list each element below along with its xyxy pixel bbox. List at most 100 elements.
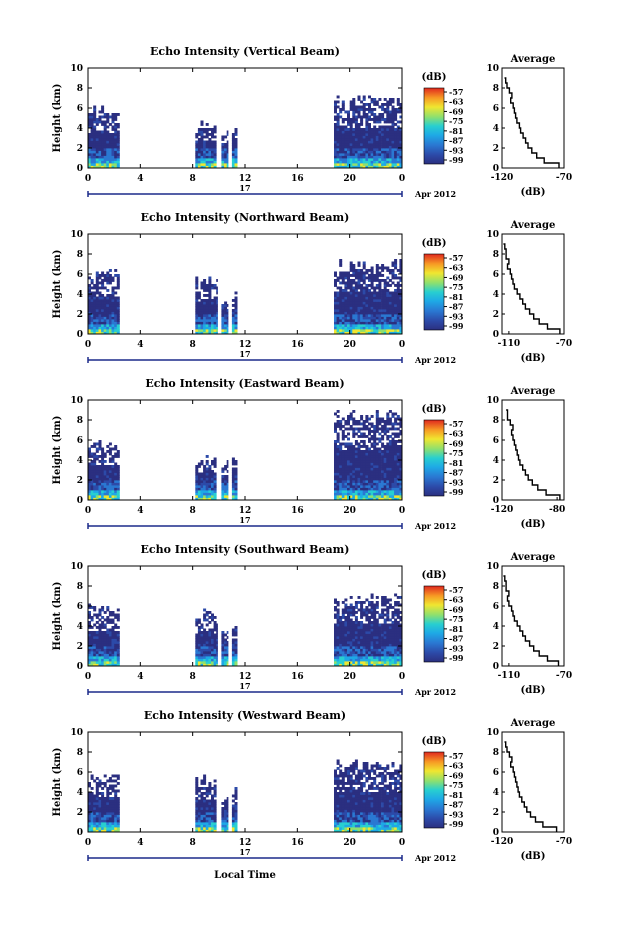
- heatmap-cell: [111, 145, 115, 149]
- heatmap-cell: [362, 462, 366, 466]
- heatmap-cell: [383, 492, 387, 496]
- heatmap-cell: [352, 467, 356, 471]
- heatmap-cell: [368, 470, 371, 473]
- heatmap-cell: [95, 284, 99, 287]
- heatmap-cell: [386, 641, 390, 644]
- heatmap-cell: [221, 160, 225, 164]
- heatmap-cell: [391, 324, 395, 327]
- heatmap-cell: [368, 123, 371, 126]
- heatmap-cell: [95, 470, 99, 473]
- heatmap-cell: [360, 128, 364, 131]
- heatmap-cell: [203, 281, 207, 285]
- heatmap-cell: [365, 130, 369, 134]
- heatmap-cell: [98, 618, 102, 622]
- heatmap-cell: [341, 140, 345, 144]
- heatmap-cell: [373, 329, 377, 332]
- heatmap-cell: [399, 452, 403, 456]
- heatmap-cell: [334, 638, 337, 642]
- heatmap-cell: [357, 623, 361, 627]
- heatmap-cell: [349, 309, 353, 312]
- heatmap-cell: [211, 641, 214, 644]
- heatmap-cell: [341, 125, 345, 129]
- heatmap-cell: [352, 100, 356, 104]
- heatmap-cell: [399, 465, 403, 468]
- heatmap-cell: [234, 163, 238, 166]
- heatmap-cell: [341, 271, 345, 275]
- heatmap-cell: [203, 482, 207, 486]
- heatmap-cell: [354, 316, 358, 320]
- heatmap-cell: [203, 631, 207, 634]
- heatmap-cell: [339, 329, 343, 332]
- heatmap-cell: [208, 276, 212, 280]
- heatmap-cell: [391, 616, 395, 619]
- heatmap-cell: [197, 165, 201, 169]
- heatmap-cell: [336, 653, 340, 657]
- heatmap-cell: [378, 480, 382, 483]
- heatmap-cell: [334, 412, 337, 416]
- heatmap-cell: [362, 477, 366, 481]
- heatmap-cell: [388, 492, 392, 496]
- heatmap-cell: [339, 495, 343, 498]
- heatmap-cell: [224, 304, 228, 307]
- heatmap-cell: [368, 457, 371, 461]
- heatmap-cell: [203, 319, 207, 322]
- heatmap-cell: [114, 490, 118, 493]
- heatmap-cell: [394, 492, 398, 496]
- heatmap-cell: [213, 130, 217, 134]
- heatmap-cell: [381, 457, 385, 461]
- heatmap-cell: [216, 636, 218, 639]
- heatmap-cell: [195, 829, 199, 833]
- heatmap-cell: [391, 271, 395, 275]
- heatmap-cell: [381, 304, 385, 307]
- heatmap-cell: [106, 822, 110, 825]
- heatmap-cell: [354, 442, 358, 446]
- heatmap-cell: [386, 301, 390, 305]
- heatmap-cell: [373, 475, 377, 478]
- heatmap-cell: [114, 633, 118, 637]
- heatmap-cell: [388, 636, 392, 639]
- heatmap-cell: [98, 784, 102, 788]
- heatmap-cell: [373, 145, 377, 149]
- heatmap-cell: [195, 321, 199, 325]
- heatmap-cell: [388, 651, 392, 654]
- heatmap-cell: [339, 480, 343, 483]
- heatmap-cell: [114, 646, 118, 649]
- heatmap-cell: [360, 427, 364, 431]
- heatmap-cell: [211, 646, 214, 649]
- heatmap-cell: [221, 309, 225, 312]
- heatmap-cell: [354, 457, 358, 461]
- heatmap-cell: [394, 603, 398, 607]
- heatmap-cell: [208, 279, 212, 282]
- heatmap-cell: [108, 817, 112, 820]
- heatmap-cell: [231, 462, 235, 466]
- heatmap-cell: [344, 651, 348, 654]
- heatmap-cell: [203, 314, 207, 317]
- heatmap-cell: [388, 314, 392, 317]
- heatmap-cell: [197, 326, 201, 330]
- heatmap-cell: [108, 331, 112, 335]
- heatmap-cell: [360, 105, 364, 109]
- heatmap-cell: [93, 306, 97, 310]
- heatmap-cell: [98, 613, 102, 617]
- heatmap-cell: [362, 435, 366, 438]
- heatmap-cell: [108, 824, 112, 828]
- heatmap-cell: [197, 495, 201, 498]
- heatmap-cell: [336, 661, 340, 664]
- heatmap-cell: [195, 658, 199, 662]
- heatmap-cell: [197, 628, 201, 632]
- heatmap-cell: [370, 316, 374, 320]
- y-tick-label: 10: [70, 230, 83, 240]
- heatmap-cell: [381, 465, 385, 468]
- heatmap-cell: [339, 638, 343, 642]
- heatmap-cell: [341, 158, 345, 161]
- heatmap-cell: [213, 160, 217, 164]
- heatmap-cell: [90, 118, 94, 121]
- colorbar-tick-label: -99: [449, 487, 464, 497]
- heatmap-cell: [195, 492, 199, 496]
- heatmap-cell: [383, 294, 387, 297]
- heatmap-cell: [383, 601, 387, 604]
- heatmap-cell: [224, 329, 228, 332]
- heatmap-cell: [95, 490, 99, 493]
- heatmap-cell: [388, 143, 392, 146]
- heatmap-cell: [95, 457, 99, 461]
